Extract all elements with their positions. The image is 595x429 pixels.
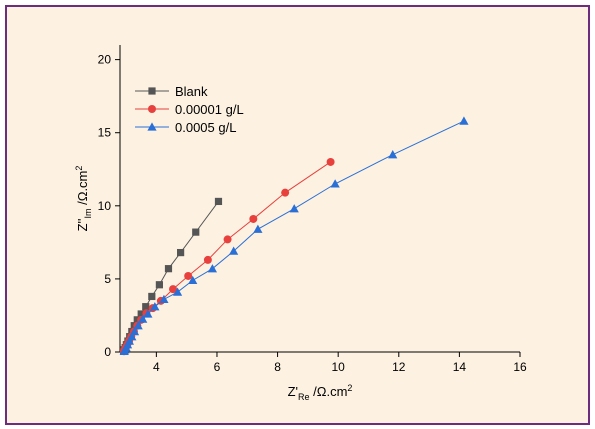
data-point bbox=[138, 314, 148, 323]
data-point bbox=[164, 265, 173, 273]
data-point bbox=[207, 264, 218, 273]
y-tick-label: 5 bbox=[104, 272, 111, 286]
data-point bbox=[459, 116, 469, 125]
data-point bbox=[177, 248, 185, 257]
data-point bbox=[148, 292, 156, 301]
legend-item: 0.0005 g/L bbox=[135, 120, 236, 135]
x-tick-label: 16 bbox=[513, 360, 527, 374]
data-point bbox=[223, 235, 232, 244]
data-point bbox=[150, 302, 160, 311]
chart-frame: 4 6 8 10 12 14 16 0 5 10 15 20 Z'Re /Ω.cm2 Z''Im /… bbox=[5, 5, 590, 425]
data-point bbox=[253, 224, 263, 233]
series-line bbox=[123, 120, 465, 352]
x-axis-title-sub: Re bbox=[298, 392, 310, 402]
data-point bbox=[192, 228, 200, 236]
data-point bbox=[188, 275, 198, 285]
series-layer bbox=[119, 116, 469, 356]
legend: Blank 0.00001 g/L 0.0005 g/L bbox=[135, 84, 244, 135]
x-tick-label: 4 bbox=[153, 360, 160, 374]
x-tick-label: 12 bbox=[392, 360, 406, 374]
y-axis-title-unit: /Ω.cm bbox=[75, 171, 90, 209]
x-axis-title-sup: 2 bbox=[347, 383, 352, 393]
data-point bbox=[137, 310, 145, 318]
legend-item: Blank bbox=[135, 84, 208, 99]
data-point bbox=[249, 214, 258, 223]
data-point bbox=[330, 179, 340, 188]
y-axis-title: Z''Im /Ω.cm2 bbox=[74, 166, 93, 232]
data-point bbox=[159, 294, 169, 304]
y-ticks: 0 5 10 15 20 bbox=[98, 53, 120, 359]
x-tick-label: 6 bbox=[214, 360, 221, 374]
data-point bbox=[127, 332, 137, 341]
data-point bbox=[124, 336, 134, 345]
y-axis-title-main: Z'' bbox=[75, 219, 90, 232]
data-point bbox=[169, 285, 178, 294]
x-axis-title-unit: /Ω.cm bbox=[310, 384, 348, 399]
x-axis-title-main: Z' bbox=[288, 384, 298, 399]
series-2 bbox=[119, 116, 469, 355]
data-point bbox=[203, 255, 212, 264]
x-ticks: 4 6 8 10 12 14 16 bbox=[153, 352, 527, 374]
data-point bbox=[229, 246, 239, 255]
data-point bbox=[172, 287, 183, 296]
data-point bbox=[184, 271, 193, 280]
y-tick-label: 0 bbox=[104, 345, 111, 359]
y-tick-label: 15 bbox=[98, 126, 112, 140]
data-point bbox=[388, 150, 398, 159]
x-tick-label: 14 bbox=[453, 360, 467, 374]
legend-label: Blank bbox=[175, 84, 208, 99]
x-axis-title: Z'Re /Ω.cm2 bbox=[288, 383, 353, 402]
data-point bbox=[142, 303, 150, 311]
x-tick-label: 10 bbox=[332, 360, 346, 374]
y-axis-title-sup: 2 bbox=[74, 166, 84, 171]
axes bbox=[119, 45, 520, 353]
legend-swatch-marker bbox=[148, 87, 156, 95]
data-point bbox=[143, 309, 153, 318]
data-point bbox=[289, 204, 299, 213]
legend-label: 0.0005 g/L bbox=[175, 120, 236, 135]
y-tick-label: 20 bbox=[98, 53, 112, 67]
data-point bbox=[281, 188, 290, 197]
data-point bbox=[326, 157, 335, 166]
data-point bbox=[155, 281, 163, 289]
x-tick-label: 8 bbox=[274, 360, 281, 374]
legend-label: 0.00001 g/L bbox=[175, 102, 244, 117]
y-axis-title-sub: Im bbox=[83, 209, 93, 219]
data-point bbox=[214, 197, 223, 206]
legend-swatch-marker bbox=[147, 122, 157, 131]
legend-swatch-marker bbox=[148, 105, 156, 113]
legend-item: 0.00001 g/L bbox=[135, 102, 244, 117]
y-tick-label: 10 bbox=[98, 199, 112, 213]
data-point bbox=[129, 326, 140, 336]
data-point bbox=[133, 321, 143, 330]
